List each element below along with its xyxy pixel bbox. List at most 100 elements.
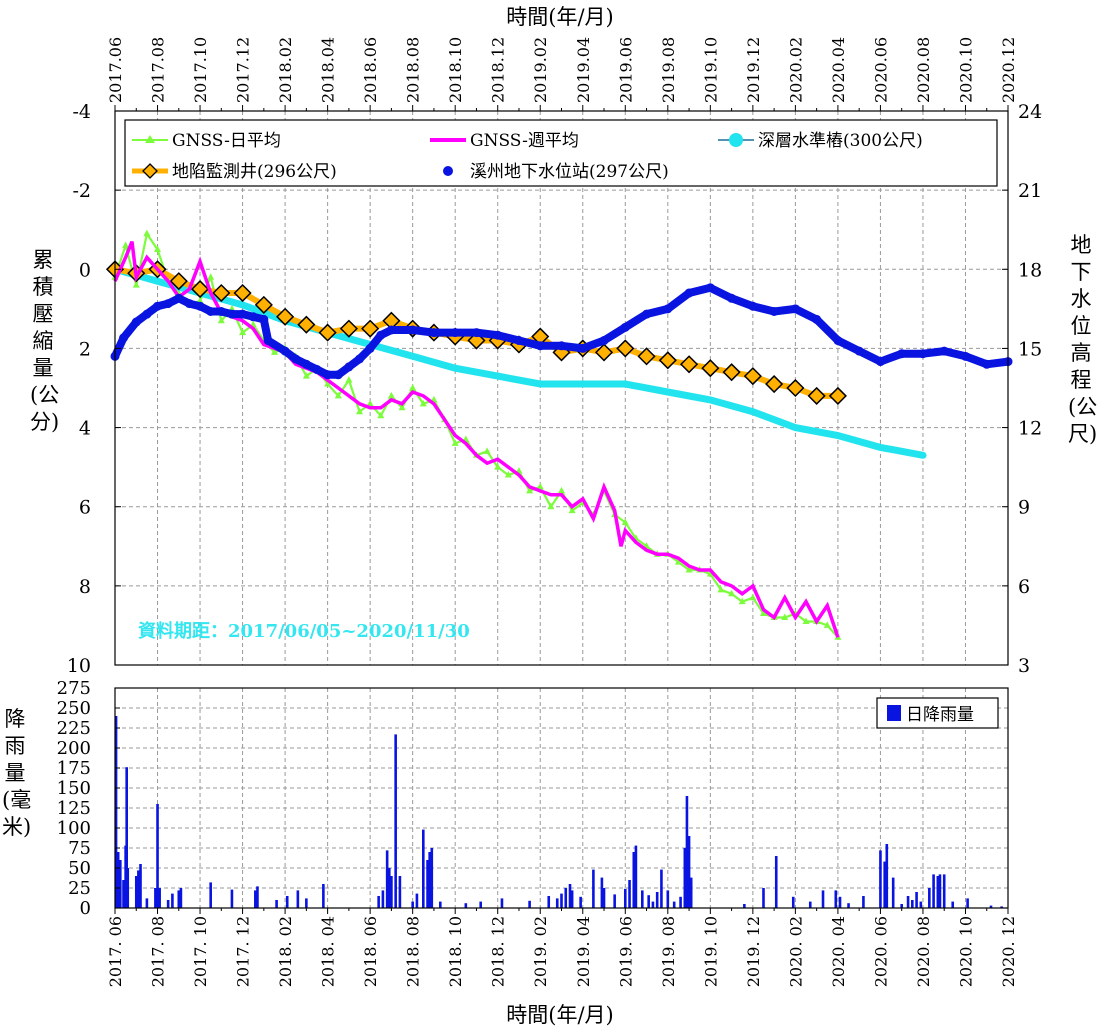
groundwater-station-point <box>939 346 949 356</box>
bottom-x-tick-label: 2018. 10 <box>446 916 465 987</box>
gnss-daily-point <box>568 506 576 514</box>
rainfall-bar <box>415 893 419 908</box>
top-x-tick-label: 2017.12 <box>234 37 253 103</box>
rainfall-bar <box>230 889 234 908</box>
top-x-tick-label: 2017.06 <box>106 37 125 103</box>
gnss-daily-point <box>270 348 278 355</box>
bottom-x-tick-label: 2019. 10 <box>701 916 720 987</box>
upper-series-layer <box>105 229 1013 640</box>
bottom-x-tick-label: 2020. 06 <box>871 916 890 987</box>
bottom-x-tick-label: 2020. 04 <box>829 916 848 987</box>
lower-left-tick-label: 250 <box>57 698 91 719</box>
rainfall-bar <box>114 716 118 908</box>
legend-marker-groundwater-station <box>443 166 453 176</box>
gnss-daily-point <box>802 617 810 624</box>
upper-right-y-axis: 24 21 18 15 12 9 6 3 <box>1002 101 1042 677</box>
lower-left-tick-label: 150 <box>57 778 91 799</box>
groundwater-station-point <box>386 325 396 335</box>
data-period-annotation: 資料期距：2017/06/05~2020/11/30 <box>138 620 470 642</box>
rainfall-bar <box>256 886 259 908</box>
bottom-x-tick-label: 2019. 12 <box>744 916 763 987</box>
top-x-tick-label: 2020.06 <box>871 37 890 103</box>
rainfall-bar <box>125 767 128 908</box>
subsidence-well-point <box>743 367 762 386</box>
subsidence-well-point <box>339 319 358 338</box>
top-x-tick-label: 2018.12 <box>489 37 508 103</box>
lower-left-tick-label: 100 <box>57 818 91 839</box>
subsidence-well-point <box>616 339 635 358</box>
rainfall-bar <box>647 895 650 908</box>
top-x-tick-label: 2018.06 <box>361 37 380 103</box>
rainfall-bar <box>672 901 676 908</box>
legend-swatch-rainfall <box>887 705 901 721</box>
bottom-x-tick-label: 2018. 04 <box>319 916 338 987</box>
gnss-daily-point <box>536 482 544 490</box>
upper-left-tick-label: 4 <box>79 418 91 440</box>
top-axis-title: 時間(年/月) <box>506 5 613 29</box>
rainfall-bar <box>838 896 842 908</box>
rainfall-bar <box>285 896 289 908</box>
gnss-daily-point <box>302 372 310 379</box>
rainfall-bar <box>528 900 531 908</box>
lower-left-tick-label: 225 <box>57 718 91 739</box>
lower-left-tick-label: 175 <box>57 758 91 779</box>
rainfall-bar <box>570 890 574 908</box>
top-x-tick-label: 2018.02 <box>276 37 295 103</box>
rainfall-bar <box>821 890 825 908</box>
groundwater-station-point <box>227 309 237 319</box>
subsidence-well-point <box>318 323 337 342</box>
groundwater-station-point <box>642 309 652 319</box>
rainfall-bar <box>651 901 655 908</box>
top-x-tick-label: 2020.02 <box>786 37 805 103</box>
groundwater-station-point <box>119 333 129 343</box>
gnss-daily-point <box>674 558 682 565</box>
subsidence-well-point <box>212 283 231 303</box>
legend-label: GNSS-日平均 <box>172 131 281 151</box>
rainfall-bar <box>951 901 955 908</box>
gnss-daily-point <box>494 463 502 470</box>
gnss-daily-point <box>132 281 140 288</box>
groundwater-station-point <box>408 325 418 335</box>
upper-plot-frame <box>114 110 1009 666</box>
subsidence-well-point <box>276 307 295 326</box>
groundwater-station-point <box>216 306 226 316</box>
groundwater-station-point <box>365 343 375 353</box>
upper-right-axis-label: 地下水位高程(公尺) <box>1068 233 1098 446</box>
top-x-tick-label: 2020.08 <box>914 37 933 103</box>
rainfall-bar <box>942 874 946 908</box>
rainfall-bar <box>989 905 993 908</box>
rainfall-bar <box>938 874 942 908</box>
groundwater-station-point <box>471 328 481 338</box>
legend-label-rainfall: 日降雨量 <box>906 705 974 725</box>
subsidence-well-point <box>254 295 273 314</box>
groundwater-station-point <box>769 306 779 316</box>
top-x-tick-label: 2020.12 <box>999 37 1018 103</box>
top-x-tick-label: 2019.10 <box>701 37 720 103</box>
gnss-daily-point <box>685 566 693 573</box>
groundwater-station-point <box>206 306 216 316</box>
upper-right-tick-label: 6 <box>1018 576 1030 598</box>
rainfall-bar <box>158 888 161 908</box>
rainfall-bar <box>156 804 159 908</box>
upper-right-tick-label: 12 <box>1018 418 1042 440</box>
bottom-x-tick-label: 2017. 06 <box>106 916 125 987</box>
rainfall-bar <box>387 868 391 908</box>
top-x-tick-label: 2018.04 <box>319 37 338 103</box>
legend-label: 溪州地下水位站(297公尺) <box>470 162 669 182</box>
rainfall-bar <box>762 888 765 908</box>
rainfall-bar <box>209 882 212 908</box>
gnss-daily-point <box>409 384 417 391</box>
top-x-tick-label: 2019.04 <box>574 37 593 103</box>
rainfall-bar <box>145 898 149 908</box>
bottom-axis-title: 時間(年/月) <box>506 1003 613 1027</box>
rainfall-bar <box>398 876 402 908</box>
legend-marker-deep-benchmark <box>729 133 743 147</box>
lower-left-tick-label: 50 <box>68 858 91 879</box>
upper-legend: GNSS-日平均 GNSS-週平均 深層水準樁(300公尺) 地陷監測井(296公尺)… <box>124 119 998 187</box>
rainfall-bar <box>547 896 551 908</box>
rainfall-bar <box>834 890 838 908</box>
top-x-tick-label: 2017.10 <box>191 37 210 103</box>
upper-left-tick-label: 10 <box>67 655 91 677</box>
top-x-tick-label: 2018.10 <box>446 37 465 103</box>
